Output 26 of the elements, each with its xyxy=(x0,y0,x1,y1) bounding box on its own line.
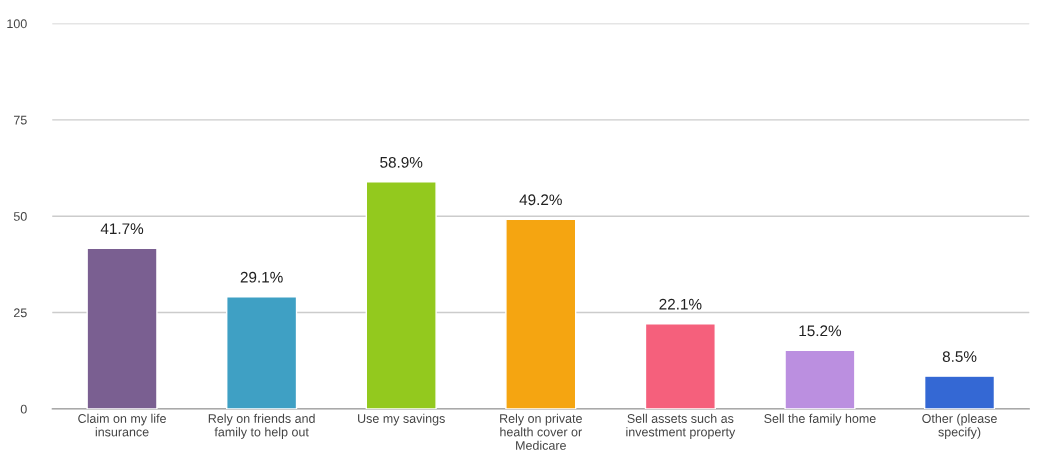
x-tick-label: Other (please specify) xyxy=(922,413,997,439)
bar xyxy=(226,296,298,409)
y-tick-label: 25 xyxy=(13,308,27,318)
x-tick-label: Claim on my life insurance xyxy=(78,413,166,437)
y-tick-label: 0 xyxy=(20,404,27,414)
data-label: 8.5% xyxy=(942,351,977,363)
x-tick-label: Rely on private health cover or Medicare xyxy=(500,413,582,450)
data-label: 58.9% xyxy=(380,156,423,168)
y-tick-label: 50 xyxy=(13,212,27,221)
bar xyxy=(365,181,437,409)
bar xyxy=(644,323,716,409)
y-tick-label: 75 xyxy=(13,115,27,125)
data-label: 41.7% xyxy=(100,223,144,234)
data-label: 15.2% xyxy=(799,325,842,337)
x-tick-label: Sell the family home xyxy=(764,413,876,426)
y-tick-label: 100 xyxy=(7,19,27,29)
bar xyxy=(86,247,158,409)
bar xyxy=(784,349,856,409)
x-tick-label: Sell assets such as investment property xyxy=(626,413,736,439)
data-label: 22.1% xyxy=(659,298,702,310)
bar xyxy=(923,375,996,409)
data-label: 29.1% xyxy=(240,271,283,283)
x-tick-label: Rely on friends and family to help out xyxy=(208,413,315,439)
bar xyxy=(505,218,577,409)
data-label: 49.2% xyxy=(519,194,562,206)
x-tick-label: Use my savings xyxy=(358,413,445,426)
